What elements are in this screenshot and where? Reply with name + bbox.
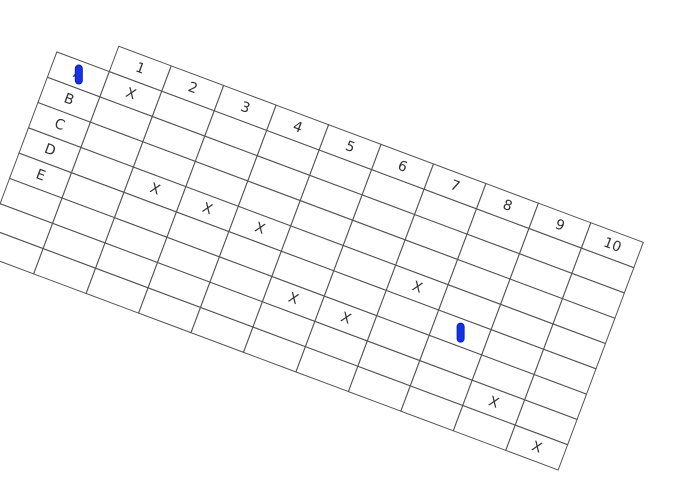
x-mark: X (123, 84, 139, 104)
column-header-3: 3 (238, 98, 253, 117)
target-token-icon[interactable] (456, 322, 465, 343)
column-header-6: 6 (395, 157, 410, 176)
x-mark: X (338, 309, 354, 328)
column-header-2: 2 (185, 79, 200, 98)
column-header-5: 5 (343, 138, 358, 157)
x-mark: X (486, 393, 501, 412)
game-board: 12345678910AXBCDXXXXEXXXX (0, 26, 653, 482)
player-token-icon[interactable] (74, 64, 83, 85)
row-header-E: E (33, 166, 48, 185)
column-header-10: 10 (601, 234, 624, 256)
x-mark: X (252, 219, 268, 238)
row-header-B: B (61, 90, 77, 109)
column-header-1: 1 (133, 59, 148, 78)
x-mark: X (409, 278, 425, 297)
row-header-D: D (42, 140, 58, 160)
column-header-8: 8 (500, 196, 515, 216)
x-mark: X (200, 199, 215, 219)
column-header-4: 4 (290, 118, 305, 137)
column-header-9: 9 (552, 216, 567, 235)
x-mark: X (147, 180, 163, 199)
row-header-C: C (52, 115, 67, 135)
x-mark: X (286, 289, 301, 309)
x-mark: X (529, 438, 544, 457)
column-header-7: 7 (447, 177, 462, 196)
game-canvas: 12345678910AXBCDXXXXEXXXX (0, 45, 644, 471)
